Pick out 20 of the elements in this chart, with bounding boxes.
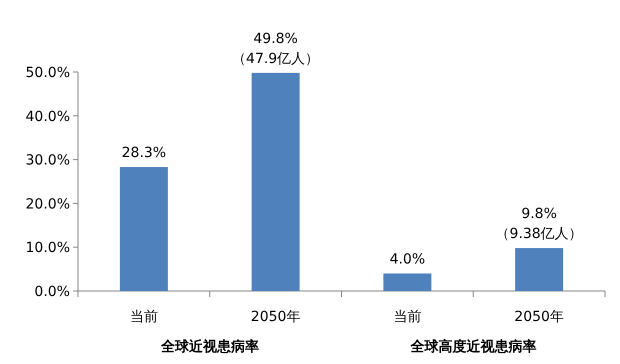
y-tick-label: 20.0%: [26, 196, 70, 212]
data-label: 49.8% （47.9亿人）: [232, 30, 320, 67]
data-label: 9.8% （9.38亿人）: [496, 206, 583, 242]
bar: [252, 72, 300, 291]
y-tick-label: 10.0%: [26, 240, 70, 256]
data-label: 4.0%: [390, 251, 426, 268]
x-tick-label: 当前: [393, 309, 422, 325]
y-tick-label: 30.0%: [26, 152, 70, 169]
bar: [383, 273, 432, 291]
y-tick-label: 50.0%: [26, 65, 70, 81]
data-label: 28.3%: [122, 145, 166, 162]
text: 全球高度近视患病率: [409, 338, 536, 355]
y-tick-label: 0.0%: [34, 284, 70, 300]
y-tick-label: 40.0%: [26, 108, 70, 125]
bar: [515, 248, 564, 291]
bar: [120, 167, 168, 291]
x-tick-label: 当前: [130, 309, 158, 325]
x-tick-label: 2050年: [250, 309, 300, 325]
text: 全球近视患病率: [160, 338, 259, 355]
x-tick-label: 2050年: [514, 309, 564, 325]
